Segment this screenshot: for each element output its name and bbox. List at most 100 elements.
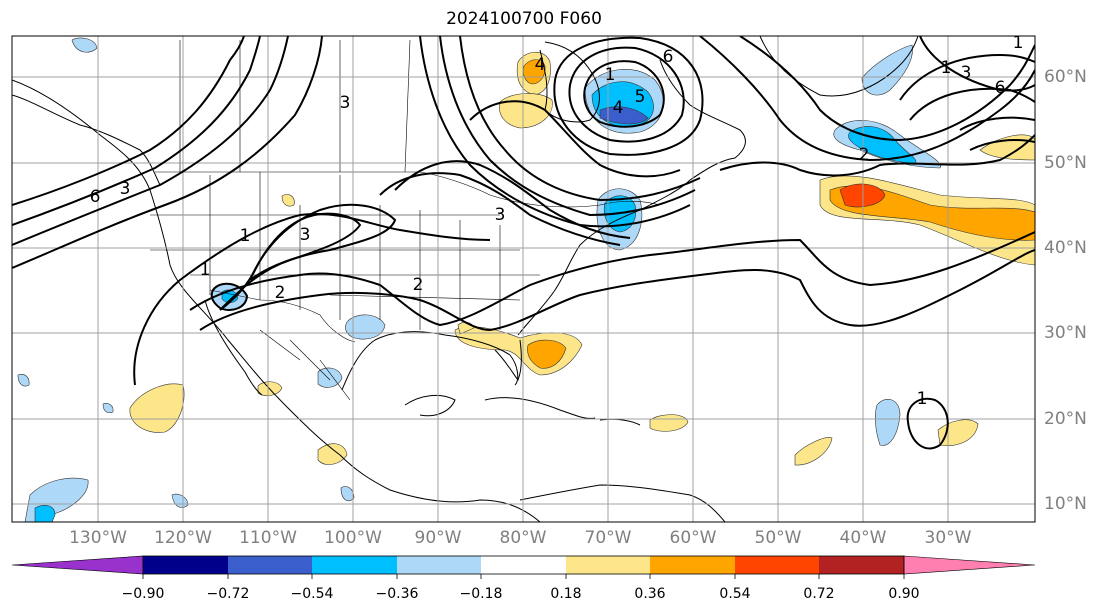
anomaly-cold-small-1 [17,374,30,387]
border-canada-provinces [179,39,411,173]
map-frame [11,35,1036,523]
anomaly-warm-plains [281,194,295,207]
colorbar-tick-label: −0.54 [290,586,334,602]
colorbar-bin [143,556,228,574]
contour-rockies-2 [249,203,397,281]
lon-label: 80°W [499,528,547,548]
colorbar-tick-label: 0.90 [888,586,920,602]
contour-label: 1 [605,65,616,85]
border-us-canada [155,171,661,208]
contour-east-2 [439,36,696,217]
anomaly-warm-pacific [129,383,185,433]
contour-trough-2 [394,160,631,239]
lon-label: 40°W [839,528,887,548]
colorbar-extend-high [903,555,1036,575]
contour-hudson-1 [583,60,665,128]
anomaly-cold-greenland [861,44,913,96]
colorbar-tick-label: 0.72 [803,586,835,602]
border-us-mexico [209,289,356,343]
contour-south-2 [189,231,1035,327]
colorbar-bin [650,556,735,574]
coastline-north-america-west [12,79,541,522]
lat-label: 10°N [1044,494,1087,514]
contour-label: 2 [413,275,424,295]
colorbar [11,555,1036,579]
coastline-hudson [539,41,600,123]
contour-north-atlantic-3 [719,134,1035,177]
contour-label: 3 [495,205,506,225]
contour-southwest [133,213,491,386]
contour-east-atlantic-2 [899,53,1035,101]
contour-label: 3 [300,225,311,245]
contour-west-3 [12,36,289,246]
coastline-florida [494,339,522,382]
contour-labels: 6 3 1 3 2 1 2 3 3 5 4 1 4 6 1 1 3 2 6 1 [90,33,1024,409]
contour-north-atlantic-2 [739,36,1035,142]
contour-hudson-2 [568,46,685,143]
colorbar-frame [142,555,905,575]
contour-label: 1 [941,58,952,78]
contour-label: 3 [961,63,972,83]
border-mexico-states [259,329,351,401]
contour-east-1 [419,36,691,228]
contour-label: 1 [1013,33,1024,53]
lat-label: 30°N [1044,323,1087,343]
colorbar-bin [819,556,904,574]
contour-label: 3 [340,93,351,113]
contour-label: 4 [535,55,546,75]
lon-label: 60°W [669,528,717,548]
lon-label: 50°W [754,528,802,548]
colorbar-tick-label: −0.36 [375,586,419,602]
colorbar-bin [566,556,650,574]
colorbar-tick-label: −0.90 [121,586,165,602]
lon-label: 110°W [239,528,297,548]
lat-label: 50°N [1044,153,1087,173]
lon-label: 70°W [584,528,632,548]
contour-hudson-3 [553,36,704,156]
contour-west-2 [12,36,261,226]
anomaly-warm-florida-inner [527,339,567,369]
anomaly-cold-hudson-core [599,106,649,125]
contour-west-4 [12,36,323,269]
plot-title: 2024100700 F060 [446,9,602,29]
anomaly-warm-central-america [317,443,348,465]
coastline-yucatan [404,394,456,417]
anomaly-cold-east-atlantic [875,398,901,446]
lat-label: 20°N [1044,409,1087,429]
anomaly-warm-mid-atlantic [794,437,833,466]
contour-label: 6 [995,78,1006,98]
lat-label: 60°N [1044,67,1087,87]
lon-label: 120°W [154,528,212,548]
colorbar-tick-label: −0.72 [206,586,250,602]
contour-label: 1 [240,226,251,246]
contour-west-1 [12,36,245,206]
contour-east-atlantic-5 [969,139,1035,151]
colorbar-bin [228,556,312,574]
coastline-canada-east [659,59,746,181]
contour-east-4 [469,100,681,178]
contour-east-3 [459,36,701,202]
contour-label: 1 [917,389,928,409]
contour-label: 3 [120,179,131,199]
contour-east-atlantic-3 [909,87,1035,121]
contour-label: 6 [90,187,101,207]
colorbar-bin [397,556,481,574]
lat-label: 40°N [1044,238,1087,258]
contour-label: 1 [200,260,211,280]
colorbar-bin [312,556,397,574]
coastline-baja [204,299,263,396]
coastline-gulf [341,331,519,391]
contour-southwest-low [210,282,249,311]
anomaly-cold-small-2 [102,403,114,414]
contour-label: 2 [859,145,870,165]
contour-trough-1 [379,172,621,246]
anomaly-cold-pacific-sw-inner [34,505,56,522]
coastline-east-us [517,179,691,336]
colorbar-tick-label: 0.54 [719,586,751,602]
anomaly-cold-small-4 [340,486,355,501]
coastline-hispaniola [599,418,641,426]
colorbar-tick-label: −0.18 [459,586,503,602]
anomaly-warm-hudson-north-inner [523,59,546,85]
lon-label: 90°W [414,528,462,548]
